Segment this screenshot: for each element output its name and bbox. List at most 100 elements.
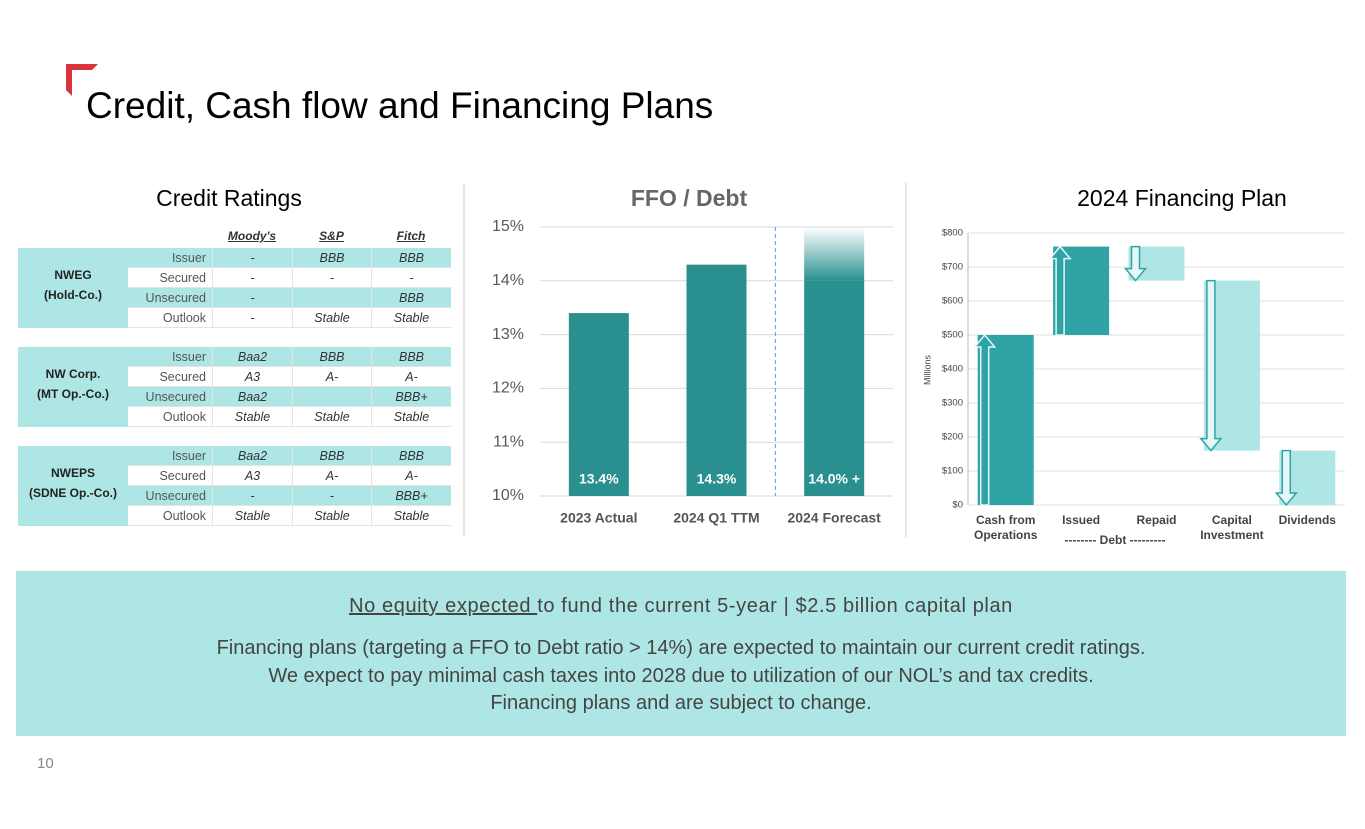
group-cell [18, 347, 128, 427]
x-tick-label: Cash from Operations [974, 513, 1038, 542]
rating-cell: BBB [371, 347, 451, 367]
rating-cell: BBB [371, 288, 451, 308]
group-name: NW Corp. [45, 367, 101, 381]
rating-cell: BBB [292, 446, 371, 466]
rating-cell: - [292, 486, 371, 506]
rating-cell: A- [292, 367, 371, 387]
rating-cell: - [212, 288, 292, 308]
rating-cell: Stable [371, 308, 451, 328]
chart-title: 2024 Financing Plan [1077, 185, 1287, 211]
summary-headline: No equity expected to fund the current 5… [16, 595, 1346, 618]
rating-cell: BBB+ [371, 486, 451, 506]
y-tick-label: $800 [942, 228, 963, 239]
annotation: -------- Debt --------- [1064, 533, 1165, 547]
y-tick-label: $700 [942, 262, 963, 273]
row-label: Issuer [128, 248, 212, 268]
column-header: Fitch [396, 229, 426, 243]
y-tick-label: $400 [942, 364, 963, 375]
group-cell [18, 446, 128, 526]
group-cell [18, 248, 128, 328]
rating-cell: - [212, 308, 292, 328]
rating-cell: BBB [371, 248, 451, 268]
y-tick-label: $500 [942, 330, 963, 341]
y-tick-label: $0 [952, 500, 963, 511]
summary-box [16, 571, 1346, 736]
bar [804, 280, 865, 496]
rating-cell: - [371, 268, 451, 288]
row-label: Secured [128, 367, 212, 387]
rating-cell: BBB [371, 446, 451, 466]
y-tick-label: $100 [942, 466, 963, 477]
rating-cell: A3 [212, 367, 292, 387]
rating-cell: - [212, 486, 292, 506]
rating-cell: - [212, 268, 292, 288]
group-name: NWEPS [50, 466, 95, 480]
y-tick-label: $200 [942, 432, 963, 443]
column-header: Moody's [227, 229, 277, 243]
bar [686, 264, 747, 496]
rating-cell: Baa2 [212, 387, 292, 407]
rating-cell [292, 387, 371, 407]
arrow [1048, 245, 1072, 336]
page-number: 10 [37, 755, 54, 772]
summary-line: Financing plans (targeting a FFO to Debt… [216, 637, 1146, 659]
row-label: Secured [128, 466, 212, 486]
x-tick-label: Repaid [1136, 513, 1177, 527]
rating-cell [292, 288, 371, 308]
rating-cell: A- [292, 466, 371, 486]
rating-cell: Stable [371, 506, 451, 526]
y-tick-label: $300 [942, 398, 963, 409]
rating-cell: A3 [212, 466, 292, 486]
value-label: 13.4% [579, 471, 619, 487]
x-tick-label: 2024 Q1 TTM [673, 510, 759, 526]
value-label: 14.0% + [808, 471, 860, 487]
arrow [973, 333, 997, 506]
value-label: 14.3% [697, 471, 737, 487]
row-label: Outlook [128, 506, 212, 526]
rating-cell: Baa2 [212, 446, 292, 466]
x-tick-label: Capital Investment [1200, 513, 1264, 542]
group-name: (MT Op.-Co.) [37, 387, 109, 401]
rating-cell: - [292, 268, 371, 288]
row-label: Secured [128, 268, 212, 288]
rating-cell: Stable [212, 407, 292, 427]
rating-cell: Stable [292, 506, 371, 526]
row-label: Outlook [128, 308, 212, 328]
arrow [1123, 245, 1148, 282]
rating-cell: A- [371, 367, 451, 387]
x-tick-label: 2023 Actual [560, 510, 637, 526]
y-tick-label: $600 [942, 296, 963, 307]
table-title: Credit Ratings [156, 185, 302, 211]
summary-line: Financing plans and are subject to chang… [490, 692, 872, 714]
rating-cell: Stable [371, 407, 451, 427]
row-label: Issuer [128, 446, 212, 466]
row-label: Unsecured [128, 486, 212, 506]
arrow [1199, 279, 1223, 452]
row-label: Issuer [128, 347, 212, 367]
logo-mark [66, 64, 98, 96]
headline-underlined: No equity expected [349, 595, 538, 617]
y-tick-label: 12% [492, 380, 524, 397]
x-tick-label: Dividends [1278, 513, 1336, 527]
rating-cell: Stable [292, 308, 371, 328]
summary-line: We expect to pay minimal cash taxes into… [268, 664, 1094, 687]
chart-title: FFO / Debt [631, 185, 748, 211]
x-tick-label: Issued [1062, 513, 1101, 527]
row-label: Unsecured [128, 387, 212, 407]
group-name: NWEG [54, 268, 92, 282]
rating-cell: Baa2 [212, 347, 292, 367]
rating-cell: BBB+ [371, 387, 451, 407]
y-tick-label: 15% [492, 218, 524, 235]
row-label: Outlook [128, 407, 212, 427]
y-tick-label: 13% [492, 326, 524, 343]
rating-cell: Stable [212, 506, 292, 526]
slide-title: Credit, Cash flow and Financing Plans [86, 85, 713, 126]
bar [568, 313, 629, 496]
rating-cell: BBB [292, 347, 371, 367]
x-tick-label: 2024 Forecast [787, 510, 881, 526]
rating-cell: A- [371, 466, 451, 486]
group-name: (Hold-Co.) [44, 288, 102, 302]
column-header: S&P [319, 229, 344, 243]
